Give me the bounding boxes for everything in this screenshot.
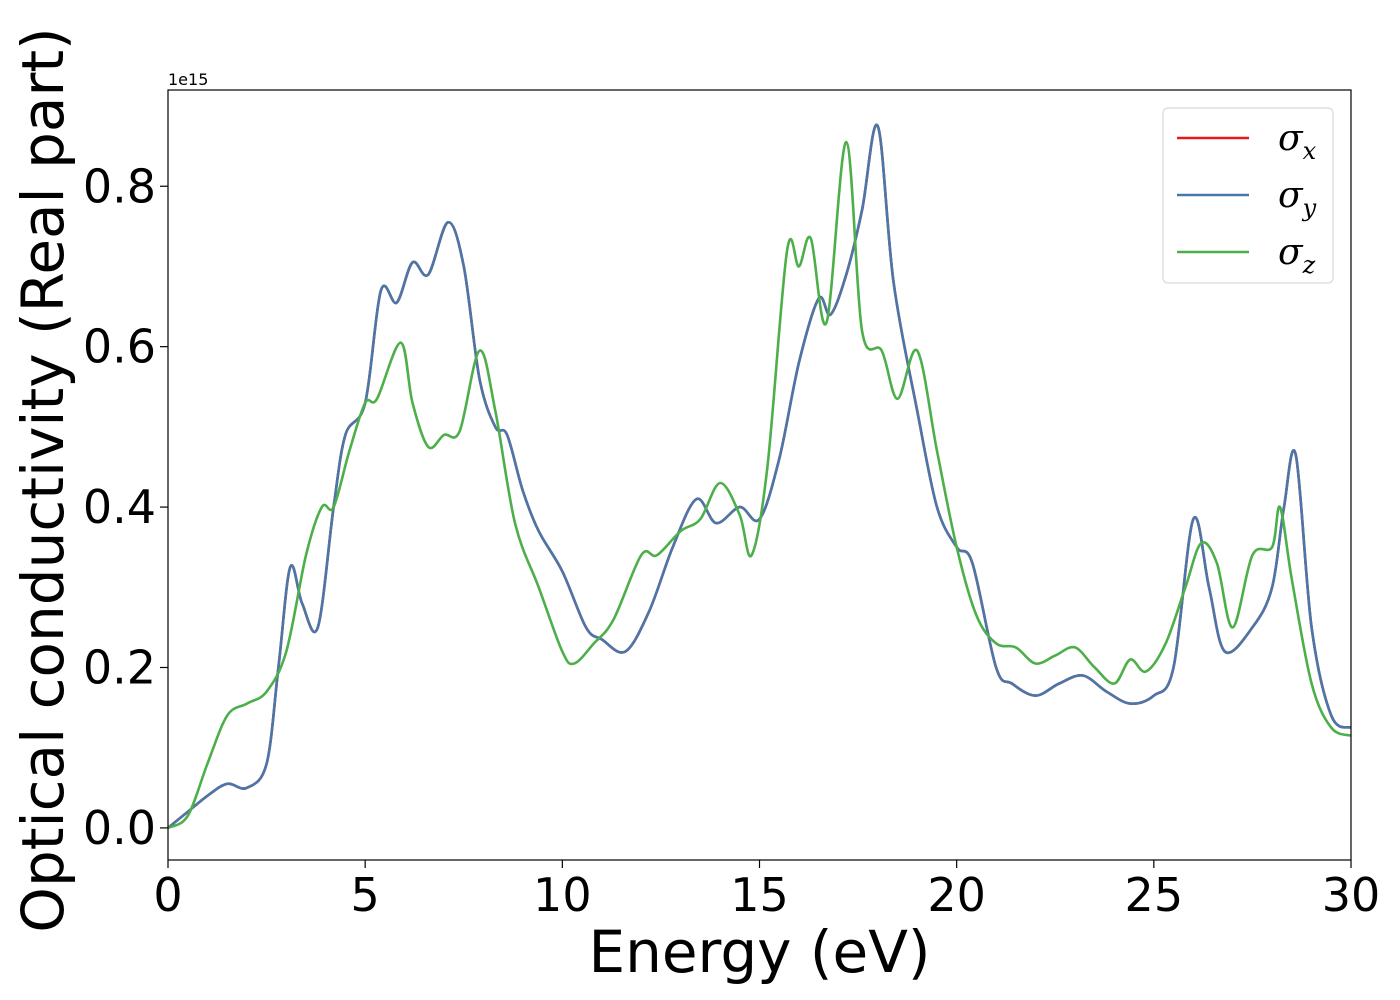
y-tick-label: 0.6 [83,320,156,374]
x-axis: 0 5 10 15 20 25 30 [153,860,1380,922]
y-tick-label: 0.8 [83,159,156,213]
x-tick-label: 0 [153,868,182,922]
y-tick-label: 0.0 [83,801,156,855]
x-tick-label: 15 [730,868,789,922]
y-offset-label: 1e15 [168,70,208,89]
legend-label-y: σy [1278,175,1317,222]
series-line-y [168,123,1351,830]
x-tick-label: 25 [1125,868,1184,922]
series-line-z [168,140,1351,830]
legend-label-x: σx [1278,118,1317,165]
series-layer [168,123,1351,830]
y-tick-label: 0.4 [83,480,156,534]
legend-label-z: σz [1278,232,1316,279]
y-axis-label: Optical conductivity (Real part) [9,27,77,932]
legend: σx σy σz [1162,107,1334,284]
x-tick-label: 5 [351,868,380,922]
x-tick-label: 20 [927,868,986,922]
x-tick-label: 30 [1322,868,1381,922]
y-axis: 0.0 0.2 0.4 0.6 0.8 [83,159,168,855]
y-tick-label: 0.2 [83,641,156,695]
x-tick-label: 10 [533,868,592,922]
x-axis-label: Energy (eV) [588,918,930,986]
